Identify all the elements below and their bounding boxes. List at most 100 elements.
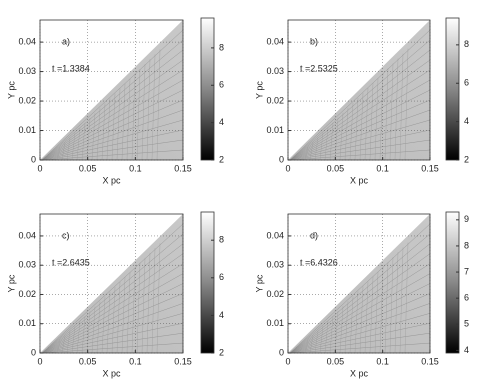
y-tick-label: 0.04 [18, 230, 36, 240]
shock-line [349, 296, 354, 354]
y-tick-label: 0.01 [18, 125, 36, 135]
shock-line [384, 262, 389, 354]
shock-line [141, 64, 146, 161]
y-axis-label: Y pc [254, 274, 264, 292]
shock-line [329, 122, 334, 161]
ray [41, 129, 184, 161]
colorbar [445, 211, 460, 354]
ray [41, 223, 184, 354]
shock-line [304, 147, 309, 161]
shock-line [369, 83, 374, 161]
ray [41, 89, 184, 161]
x-tick-label: 0 [37, 163, 42, 173]
colorbar-tick-label: 8 [219, 42, 224, 52]
y-tick-label: 0.04 [266, 230, 284, 240]
shock-line [66, 330, 71, 354]
panel-label: c) [62, 230, 70, 240]
shock-line [374, 78, 379, 161]
shock-line [96, 108, 101, 161]
shock-line [404, 48, 409, 161]
ray [41, 233, 184, 354]
y-tick-label: 0.02 [18, 95, 36, 105]
ray [289, 149, 431, 161]
x-axis-label: X pc [350, 175, 369, 185]
shock-line [61, 142, 66, 161]
x-tick-label: 0 [37, 356, 42, 366]
colorbar-tick-label: 8 [464, 39, 469, 49]
shock-line [156, 49, 161, 161]
shock-line [359, 286, 364, 354]
ray [41, 283, 184, 354]
y-tick-label: 0 [279, 347, 284, 357]
shock-line [81, 316, 86, 354]
ray [289, 293, 431, 354]
x-axis-label: X pc [102, 175, 121, 185]
x-tick-label: 0.15 [174, 356, 192, 366]
annotation: t =2.6435 [52, 257, 90, 267]
axes-box [39, 19, 184, 161]
y-axis-label: Y pc [254, 81, 264, 99]
x-tick-label: 0.15 [421, 356, 439, 366]
ray [41, 313, 184, 354]
shock-line [111, 287, 116, 354]
shock-line [369, 276, 374, 354]
y-tick-label: 0.02 [266, 289, 284, 299]
colorbar-tick-label: 4 [464, 116, 469, 126]
shock-line [309, 142, 314, 161]
ray [41, 323, 184, 354]
shock-line [151, 54, 156, 161]
y-tick-label: 0.01 [266, 318, 284, 328]
ray [41, 342, 184, 354]
shock-line [404, 242, 409, 354]
colorbar [200, 211, 215, 354]
ray [41, 29, 184, 161]
x-tick-label: 0.15 [421, 163, 439, 173]
axes-box [39, 213, 184, 354]
shock-line [324, 320, 329, 354]
shock-line [136, 69, 141, 161]
y-axis-label: Y pc [6, 274, 16, 292]
ray [41, 39, 184, 161]
shock-line [389, 257, 394, 354]
ray [289, 69, 431, 161]
colorbar-tick-label: 7 [464, 266, 469, 276]
ray [289, 313, 431, 354]
shock-line [354, 97, 359, 161]
ray [289, 243, 431, 354]
shock-line [131, 267, 136, 354]
colorbar-tick-label: 5 [464, 319, 469, 329]
colorbar-tick-label: 2 [464, 154, 469, 164]
shock-line [76, 321, 81, 354]
ray [41, 99, 184, 161]
panel-label: b) [310, 36, 318, 46]
shock-line [334, 310, 339, 354]
ray [41, 149, 184, 161]
colorbar-tick-label: 9 [464, 214, 469, 224]
shock-line [91, 113, 96, 161]
x-axis-label: X pc [350, 368, 369, 378]
shock-line [76, 127, 81, 161]
shock-line [106, 291, 111, 354]
ray [289, 99, 431, 161]
colorbar-tick-label: 2 [219, 347, 224, 357]
ray [289, 129, 431, 161]
y-tick-label: 0.04 [18, 36, 36, 46]
ray [289, 332, 431, 354]
axes-box [287, 19, 431, 161]
panel-label: a) [62, 36, 70, 46]
ray [289, 253, 431, 354]
ray [289, 342, 431, 354]
ray [289, 263, 431, 354]
shock-line [389, 63, 394, 161]
x-tick-label: 0.05 [327, 163, 345, 173]
x-tick-label: 0 [285, 163, 290, 173]
ray [41, 263, 184, 354]
colorbar-tick-label: 6 [219, 80, 224, 90]
shock-line [71, 325, 76, 354]
shock-line [314, 330, 319, 354]
ray [41, 293, 184, 354]
ray [41, 59, 184, 161]
ray [41, 109, 184, 161]
y-tick-label: 0.02 [18, 289, 36, 299]
